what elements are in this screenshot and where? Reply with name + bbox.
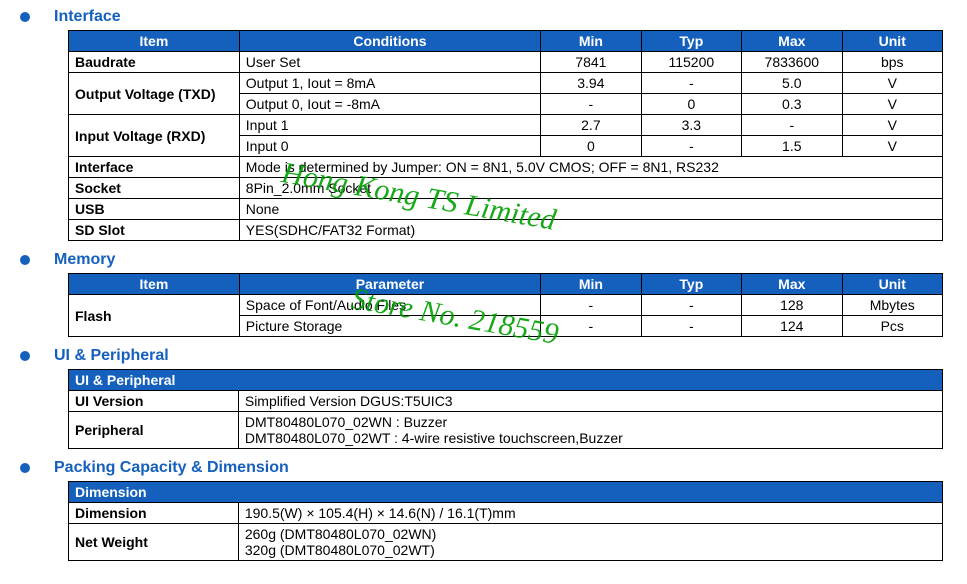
- cell-max: 0.3: [742, 94, 842, 115]
- col-header: Max: [742, 31, 842, 52]
- bullet-icon: [20, 463, 30, 473]
- cell-max: 124: [742, 316, 842, 337]
- cell-max: -: [742, 115, 842, 136]
- cell-cond: Space of Font/Audio Files: [239, 295, 540, 316]
- section-memory: Memory ItemParameterMinTypMaxUnit FlashS…: [0, 251, 967, 337]
- cell-cond: Input 0: [239, 136, 540, 157]
- table-interface: ItemConditionsMinTypMaxUnit BaudrateUser…: [68, 30, 943, 241]
- cell-value: 190.5(W) × 105.4(H) × 14.6(N) / 16.1(T)m…: [238, 503, 942, 524]
- table-header: Dimension: [69, 482, 943, 503]
- cell-unit: V: [842, 115, 942, 136]
- cell-full: None: [239, 199, 942, 220]
- bullet-icon: [20, 351, 30, 361]
- table-memory: ItemParameterMinTypMaxUnit FlashSpace of…: [68, 273, 943, 337]
- cell-item: Interface: [69, 157, 240, 178]
- cell-item: USB: [69, 199, 240, 220]
- cell-max: 128: [742, 295, 842, 316]
- col-header: Item: [69, 31, 240, 52]
- cell-full: 8Pin_2.0mm Socket: [239, 178, 942, 199]
- cell-min: 0: [541, 136, 641, 157]
- section-title-ui-peripheral: UI & Peripheral: [54, 347, 169, 365]
- col-header: Typ: [641, 31, 741, 52]
- table-row: Net Weight260g (DMT80480L070_02WN) 320g …: [69, 524, 943, 561]
- bullet-icon: [20, 12, 30, 22]
- cell-min: -: [541, 295, 641, 316]
- table-row: PeripheralDMT80480L070_02WN : Buzzer DMT…: [69, 412, 943, 449]
- cell-typ: 3.3: [641, 115, 741, 136]
- cell-item: Baudrate: [69, 52, 240, 73]
- bullet-icon: [20, 255, 30, 265]
- cell-full: Mode is determined by Jumper: ON = 8N1, …: [239, 157, 942, 178]
- cell-typ: -: [641, 295, 741, 316]
- cell-key: Peripheral: [69, 412, 239, 449]
- cell-unit: Pcs: [842, 316, 942, 337]
- cell-item: Socket: [69, 178, 240, 199]
- section-interface: Interface ItemConditionsMinTypMaxUnit Ba…: [0, 8, 967, 241]
- table-packing: Dimension Dimension190.5(W) × 105.4(H) ×…: [68, 481, 943, 561]
- col-header: Max: [742, 274, 842, 295]
- col-header: Unit: [842, 31, 942, 52]
- cell-cond: Output 0, Iout = -8mA: [239, 94, 540, 115]
- cell-unit: bps: [842, 52, 942, 73]
- col-header: Parameter: [239, 274, 540, 295]
- table-row: InterfaceMode is determined by Jumper: O…: [69, 157, 943, 178]
- cell-max: 7833600: [742, 52, 842, 73]
- col-header: Typ: [641, 274, 741, 295]
- table-header: UI & Peripheral: [69, 370, 943, 391]
- cell-key: UI Version: [69, 391, 239, 412]
- cell-typ: -: [641, 136, 741, 157]
- table-row: Socket8Pin_2.0mm Socket: [69, 178, 943, 199]
- table-row: SD SlotYES(SDHC/FAT32 Format): [69, 220, 943, 241]
- cell-unit: V: [842, 73, 942, 94]
- cell-min: -: [541, 316, 641, 337]
- table-row: USBNone: [69, 199, 943, 220]
- cell-key: Dimension: [69, 503, 239, 524]
- cell-value: Simplified Version DGUS:T5UIC3: [238, 391, 942, 412]
- cell-cond: Picture Storage: [239, 316, 540, 337]
- section-title-memory: Memory: [54, 251, 115, 269]
- cell-typ: -: [641, 316, 741, 337]
- section-title-packing: Packing Capacity & Dimension: [54, 459, 289, 477]
- col-header: Unit: [842, 274, 942, 295]
- cell-full: YES(SDHC/FAT32 Format): [239, 220, 942, 241]
- table-row: Input Voltage (RXD)Input 12.73.3-V: [69, 115, 943, 136]
- cell-item: SD Slot: [69, 220, 240, 241]
- cell-unit: V: [842, 94, 942, 115]
- cell-unit: Mbytes: [842, 295, 942, 316]
- cell-value: DMT80480L070_02WN : Buzzer DMT80480L070_…: [238, 412, 942, 449]
- cell-cond: Input 1: [239, 115, 540, 136]
- table-row: UI VersionSimplified Version DGUS:T5UIC3: [69, 391, 943, 412]
- table-row: Output Voltage (TXD)Output 1, Iout = 8mA…: [69, 73, 943, 94]
- cell-cond: Output 1, Iout = 8mA: [239, 73, 540, 94]
- cell-unit: V: [842, 136, 942, 157]
- col-header: Conditions: [239, 31, 540, 52]
- cell-min: -: [541, 94, 641, 115]
- section-ui-peripheral: UI & Peripheral UI & Peripheral UI Versi…: [0, 347, 967, 449]
- cell-key: Net Weight: [69, 524, 239, 561]
- section-title-interface: Interface: [54, 8, 121, 26]
- table-row: FlashSpace of Font/Audio Files--128Mbyte…: [69, 295, 943, 316]
- cell-min: 7841: [541, 52, 641, 73]
- cell-typ: 0: [641, 94, 741, 115]
- cell-max: 5.0: [742, 73, 842, 94]
- cell-typ: 115200: [641, 52, 741, 73]
- section-packing: Packing Capacity & Dimension Dimension D…: [0, 459, 967, 561]
- col-header: Item: [69, 274, 240, 295]
- cell-cond: User Set: [239, 52, 540, 73]
- cell-item: Flash: [69, 295, 240, 337]
- cell-typ: -: [641, 73, 741, 94]
- cell-min: 3.94: [541, 73, 641, 94]
- cell-item: Output Voltage (TXD): [69, 73, 240, 115]
- cell-min: 2.7: [541, 115, 641, 136]
- cell-value: 260g (DMT80480L070_02WN) 320g (DMT80480L…: [238, 524, 942, 561]
- col-header: Min: [541, 274, 641, 295]
- table-ui-peripheral: UI & Peripheral UI VersionSimplified Ver…: [68, 369, 943, 449]
- table-row: BaudrateUser Set78411152007833600bps: [69, 52, 943, 73]
- cell-item: Input Voltage (RXD): [69, 115, 240, 157]
- cell-max: 1.5: [742, 136, 842, 157]
- table-row: Dimension190.5(W) × 105.4(H) × 14.6(N) /…: [69, 503, 943, 524]
- col-header: Min: [541, 31, 641, 52]
